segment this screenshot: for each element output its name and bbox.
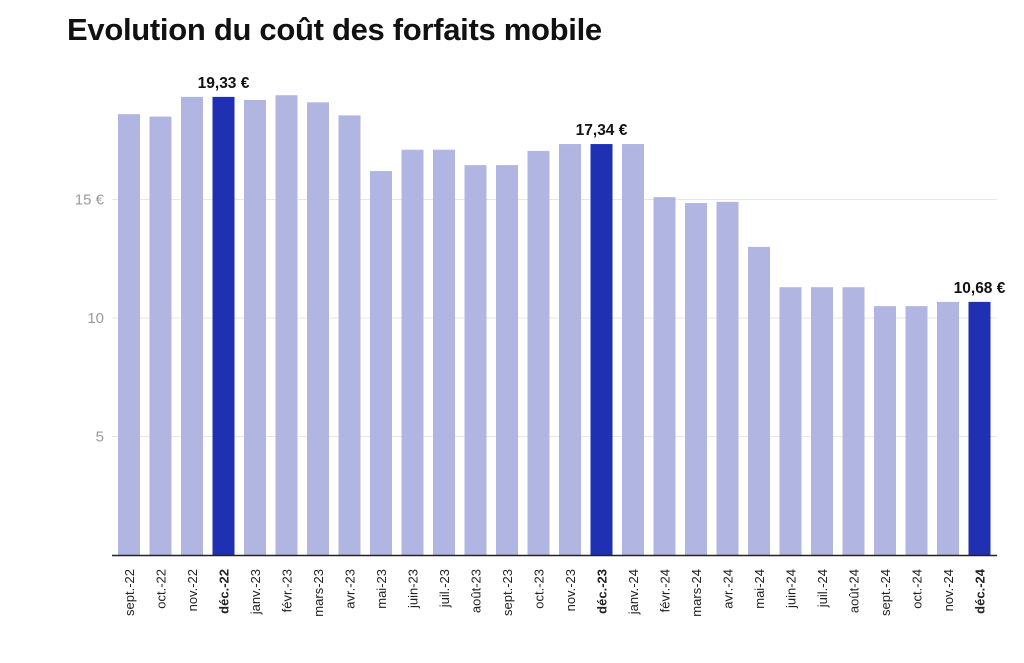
- bar-nov.-23: [559, 144, 581, 556]
- x-tick-label: sept.-24: [878, 569, 893, 616]
- x-tick-label: mars-24: [689, 569, 704, 617]
- x-tick-label: mai-24: [752, 569, 767, 609]
- x-tick-label: avr.-24: [721, 569, 736, 609]
- x-tick-label: nov.-23: [563, 569, 578, 611]
- x-tick-label: août-24: [847, 569, 862, 613]
- data-label: 17,34 €: [576, 122, 628, 139]
- bar-mars-24: [685, 203, 707, 555]
- bar-sept.-22: [118, 114, 140, 556]
- x-tick-label: juil.-23: [437, 569, 452, 608]
- bar-mai-24: [748, 246, 770, 555]
- bar-févr.-23: [275, 95, 298, 555]
- x-tick-label: sept.-22: [122, 569, 137, 616]
- bar-févr.-24: [653, 197, 676, 555]
- bar-oct.-22: [149, 116, 172, 556]
- chart-title: Evolution du coût des forfaits mobile: [67, 12, 602, 47]
- x-tick-label: févr.-24: [658, 569, 673, 612]
- x-tick-label: juin-23: [406, 569, 421, 609]
- data-label: 19,33 €: [198, 75, 250, 92]
- bar-oct.-24: [905, 306, 928, 555]
- bar-juil.-23: [433, 149, 455, 556]
- bar-déc.-22: [212, 96, 235, 555]
- bar-janv.-23: [244, 99, 266, 556]
- bar-juin-23: [401, 149, 424, 556]
- bar-oct.-23: [527, 150, 550, 556]
- bar-déc.-24: [968, 301, 991, 555]
- x-tick-label: sept.-23: [500, 569, 515, 616]
- bar-sept.-24: [874, 306, 896, 555]
- x-tick-label: nov.-22: [185, 569, 200, 611]
- x-tick-label: févr.-23: [280, 569, 295, 612]
- y-tick-label: 10: [87, 310, 104, 327]
- x-tick-label: août-23: [469, 569, 484, 613]
- bar-juil.-24: [811, 287, 833, 555]
- bar-mai-23: [370, 171, 392, 555]
- x-tick-label: oct.-24: [910, 569, 925, 609]
- data-labels: 19,33 € 17,34 € 10,68 €: [198, 75, 1006, 297]
- bar-août-23: [464, 165, 487, 555]
- x-tick-label: avr.-23: [343, 569, 358, 609]
- data-label: 10,68 €: [954, 280, 1006, 297]
- x-tick-label: oct.-22: [154, 569, 169, 609]
- x-tick-label: oct.-23: [532, 569, 547, 609]
- x-tick-label: mai-23: [374, 569, 389, 609]
- x-tick-label: déc.-23: [595, 569, 610, 614]
- bar-avr.-24: [716, 201, 739, 555]
- bar-sept.-23: [496, 165, 518, 555]
- bar-janv.-24: [622, 144, 644, 556]
- x-tick-label: nov.-24: [941, 569, 956, 611]
- x-axis-labels: sept.-22 oct.-22 nov.-22 déc.-22 janv.-23 fév…: [122, 568, 988, 616]
- bar-nov.-22: [181, 96, 203, 555]
- x-tick-label: mars-23: [311, 569, 326, 617]
- bar-juin-24: [779, 287, 802, 555]
- x-tick-label: juil.-24: [815, 569, 830, 608]
- bar-nov.-24: [937, 301, 959, 555]
- x-tick-label: déc.-22: [217, 569, 232, 614]
- x-tick-label: juin-24: [784, 569, 799, 609]
- x-tick-label: janv.-24: [626, 569, 641, 615]
- bar-août-24: [842, 287, 865, 555]
- bar-avr.-23: [338, 115, 361, 556]
- y-tick-label: 5: [96, 429, 104, 446]
- x-tick-label: déc.-24: [973, 568, 988, 614]
- bars: [118, 95, 991, 556]
- y-tick-label: 15 €: [75, 192, 105, 209]
- bar-mars-23: [307, 102, 329, 555]
- y-axis-ticks: 5 10 15 €: [75, 192, 105, 446]
- bar-déc.-23: [590, 144, 613, 556]
- x-tick-label: janv.-23: [248, 569, 263, 615]
